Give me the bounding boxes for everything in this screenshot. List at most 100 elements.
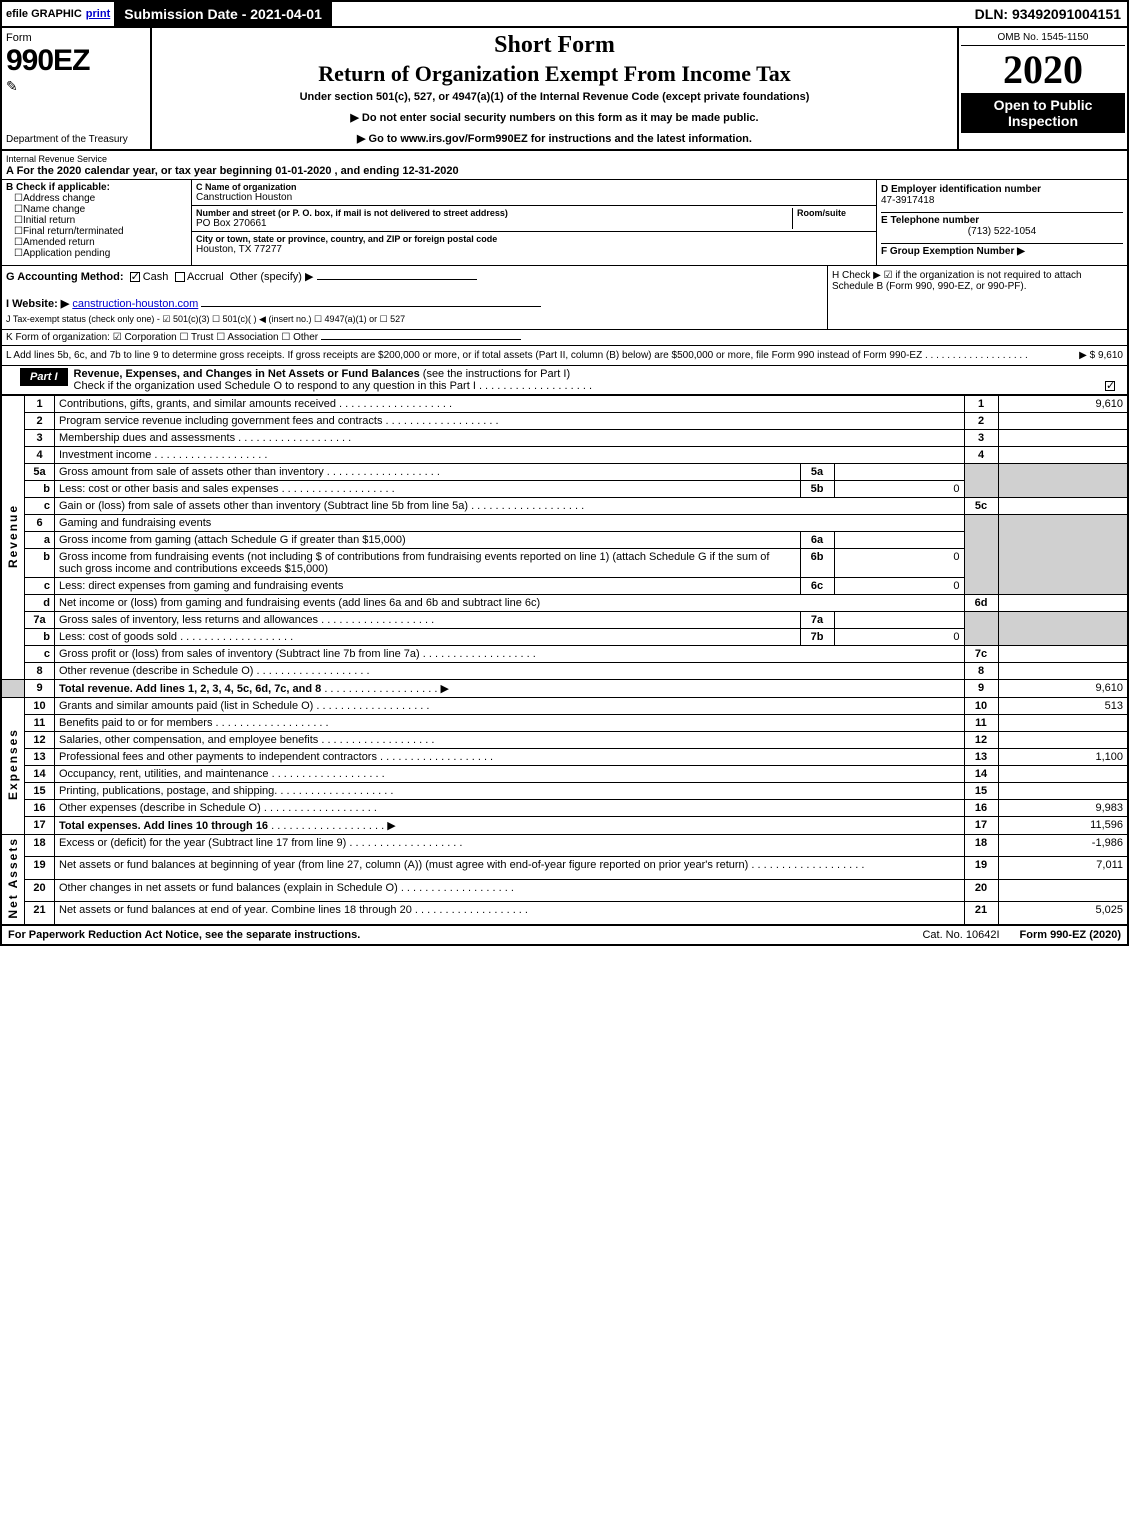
l7a-sval bbox=[834, 612, 964, 629]
l11-num: 11 bbox=[25, 715, 55, 732]
l6d-box: 6d bbox=[964, 595, 998, 612]
room-label: Room/suite bbox=[797, 208, 872, 218]
title-short-form: Short Form bbox=[156, 32, 953, 59]
l4-box: 4 bbox=[964, 447, 998, 464]
l1-val: 9,610 bbox=[998, 396, 1128, 413]
footer-left: For Paperwork Reduction Act Notice, see … bbox=[8, 929, 902, 941]
part1-check: Check if the organization used Schedule … bbox=[74, 380, 476, 392]
goto-text[interactable]: ▶ Go to www.irs.gov/Form990EZ for instru… bbox=[357, 133, 752, 145]
l12-text: Salaries, other compensation, and employ… bbox=[59, 734, 318, 746]
k-line: K Form of organization: ☑ Corporation ☐ … bbox=[0, 330, 1129, 346]
l2-box: 2 bbox=[964, 413, 998, 430]
form-word: Form bbox=[6, 32, 146, 44]
footer-mid: Cat. No. 10642I bbox=[902, 929, 1019, 941]
l13-box: 13 bbox=[964, 749, 998, 766]
l10-val: 513 bbox=[998, 698, 1128, 715]
i-label: I Website: ▶ bbox=[6, 298, 69, 310]
b-label: B Check if applicable: bbox=[6, 182, 110, 193]
l5b-text: Less: cost or other basis and sales expe… bbox=[59, 483, 279, 495]
l12-val bbox=[998, 732, 1128, 749]
l2-text: Program service revenue including govern… bbox=[59, 415, 382, 427]
l7c-val bbox=[998, 646, 1128, 663]
l6b-num: b bbox=[25, 549, 55, 578]
chk-name[interactable]: Name change bbox=[14, 204, 187, 215]
chk-final[interactable]: Final return/terminated bbox=[14, 226, 187, 237]
l7a-text: Gross sales of inventory, less returns a… bbox=[59, 614, 318, 626]
l17-num: 17 bbox=[25, 817, 55, 835]
l16-box: 16 bbox=[964, 800, 998, 817]
l7b-sub: 7b bbox=[800, 629, 834, 646]
g-label: G Accounting Method: bbox=[6, 271, 124, 283]
form-number: 990EZ bbox=[6, 44, 146, 78]
l3-num: 3 bbox=[25, 430, 55, 447]
l6a-text: Gross income from gaming (attach Schedul… bbox=[59, 534, 406, 546]
l20-val bbox=[998, 879, 1128, 901]
no-ssn-note: ▶ Do not enter social security numbers o… bbox=[156, 111, 953, 124]
l8-text: Other revenue (describe in Schedule O) bbox=[59, 665, 253, 677]
l19-num: 19 bbox=[25, 857, 55, 879]
g-other: Other (specify) ▶ bbox=[230, 271, 314, 283]
dln: DLN: 93492091004151 bbox=[969, 4, 1127, 24]
goto-link: ▶ Go to www.irs.gov/Form990EZ for instru… bbox=[156, 132, 953, 145]
l5c-val bbox=[998, 498, 1128, 515]
l7c-num: c bbox=[25, 646, 55, 663]
chk-accrual[interactable] bbox=[175, 272, 185, 282]
l1-box: 1 bbox=[964, 396, 998, 413]
tax-year: 2020 bbox=[961, 46, 1125, 93]
l2-val bbox=[998, 413, 1128, 430]
phone: (713) 522-1054 bbox=[881, 226, 1123, 237]
l9-num: 9 bbox=[25, 680, 55, 698]
l-text: L Add lines 5b, 6c, and 7b to line 9 to … bbox=[6, 350, 922, 361]
l19-box: 19 bbox=[964, 857, 998, 879]
l-line: L Add lines 5b, 6c, and 7b to line 9 to … bbox=[0, 346, 1129, 366]
org-city: Houston, TX 77277 bbox=[196, 244, 872, 255]
submission-date: Submission Date - 2021-04-01 bbox=[114, 2, 332, 26]
l6b-sub: 6b bbox=[800, 549, 834, 578]
irs-label: Internal Revenue Service bbox=[6, 154, 107, 164]
chk-pending[interactable]: Application pending bbox=[14, 248, 187, 259]
l6b-text: Gross income from fundraising events (no… bbox=[59, 551, 769, 575]
l3-text: Membership dues and assessments bbox=[59, 432, 235, 444]
l12-box: 12 bbox=[964, 732, 998, 749]
l6d-num: d bbox=[25, 595, 55, 612]
side-revenue: Revenue bbox=[6, 504, 20, 568]
footer: For Paperwork Reduction Act Notice, see … bbox=[0, 925, 1129, 946]
l8-num: 8 bbox=[25, 663, 55, 680]
chk-amended[interactable]: Amended return bbox=[14, 237, 187, 248]
chk-schedule-o[interactable] bbox=[1105, 381, 1115, 391]
l8-box: 8 bbox=[964, 663, 998, 680]
chk-address[interactable]: Address change bbox=[14, 193, 187, 204]
l5c-box: 5c bbox=[964, 498, 998, 515]
chk-cash[interactable] bbox=[130, 272, 140, 282]
l14-val bbox=[998, 766, 1128, 783]
l1-text: Contributions, gifts, grants, and simila… bbox=[59, 398, 336, 410]
d-column: D Employer identification number 47-3917… bbox=[877, 180, 1127, 265]
chk-initial[interactable]: Initial return bbox=[14, 215, 187, 226]
footer-right: Form 990-EZ (2020) bbox=[1020, 929, 1121, 941]
efile-label: efile GRAPHIC bbox=[6, 8, 82, 20]
print-link[interactable]: print bbox=[86, 8, 110, 20]
website-link[interactable]: canstruction-houston.com bbox=[72, 298, 198, 310]
g-cash: Cash bbox=[143, 271, 169, 283]
l16-text: Other expenses (describe in Schedule O) bbox=[59, 802, 261, 814]
l20-box: 20 bbox=[964, 879, 998, 901]
l6d-text: Net income or (loss) from gaming and fun… bbox=[59, 597, 540, 609]
ein: 47-3917418 bbox=[881, 195, 1123, 206]
l20-num: 20 bbox=[25, 879, 55, 901]
l6d-val bbox=[998, 595, 1128, 612]
l5a-num: 5a bbox=[25, 464, 55, 481]
b-column: B Check if applicable: Address change Na… bbox=[2, 180, 192, 265]
l6c-sval: 0 bbox=[834, 578, 964, 595]
open-public: Open to Public Inspection bbox=[961, 93, 1125, 133]
l18-box: 18 bbox=[964, 835, 998, 857]
l6-num: 6 bbox=[25, 515, 55, 532]
l17-val: 11,596 bbox=[998, 817, 1128, 835]
l7a-sub: 7a bbox=[800, 612, 834, 629]
l6c-num: c bbox=[25, 578, 55, 595]
l15-num: 15 bbox=[25, 783, 55, 800]
l19-text: Net assets or fund balances at beginning… bbox=[59, 859, 748, 871]
l15-box: 15 bbox=[964, 783, 998, 800]
header-row: Form 990EZ ✎ Department of the Treasury … bbox=[0, 28, 1129, 151]
l10-box: 10 bbox=[964, 698, 998, 715]
l5c-num: c bbox=[25, 498, 55, 515]
